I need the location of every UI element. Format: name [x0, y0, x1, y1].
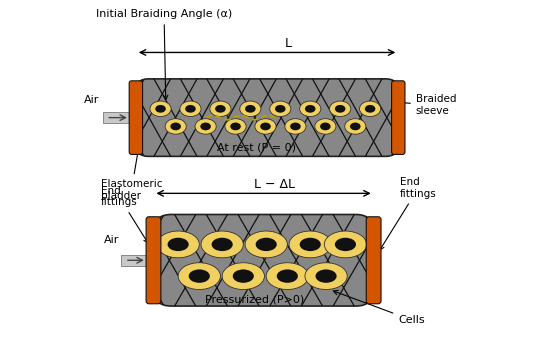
Ellipse shape: [360, 101, 381, 116]
Ellipse shape: [290, 122, 301, 130]
Ellipse shape: [285, 119, 306, 134]
Text: L − ΔL: L − ΔL: [254, 178, 295, 191]
Ellipse shape: [266, 263, 309, 290]
Ellipse shape: [345, 119, 366, 134]
Ellipse shape: [222, 263, 265, 290]
Ellipse shape: [178, 263, 221, 290]
Ellipse shape: [225, 119, 246, 134]
FancyBboxPatch shape: [392, 81, 405, 154]
Ellipse shape: [233, 269, 254, 283]
Ellipse shape: [170, 122, 181, 130]
Ellipse shape: [270, 101, 291, 116]
Bar: [103, 112, 129, 123]
Ellipse shape: [275, 105, 285, 113]
FancyBboxPatch shape: [153, 214, 373, 306]
FancyBboxPatch shape: [366, 217, 381, 304]
Ellipse shape: [157, 231, 199, 258]
Ellipse shape: [240, 101, 261, 116]
Ellipse shape: [305, 263, 347, 290]
Ellipse shape: [185, 105, 196, 113]
Text: Air: Air: [84, 95, 99, 105]
Ellipse shape: [365, 105, 376, 113]
Ellipse shape: [150, 101, 171, 116]
Ellipse shape: [256, 238, 277, 251]
Ellipse shape: [168, 238, 189, 251]
Text: End
fittings: End fittings: [380, 177, 437, 250]
Ellipse shape: [324, 231, 367, 258]
Ellipse shape: [245, 231, 287, 258]
Ellipse shape: [200, 122, 211, 130]
Text: Elastomeric
bladder: Elastomeric bladder: [101, 137, 162, 201]
Ellipse shape: [335, 105, 345, 113]
Ellipse shape: [315, 119, 336, 134]
Text: Cells: Cells: [333, 290, 425, 325]
Ellipse shape: [180, 101, 201, 116]
Ellipse shape: [215, 105, 226, 113]
Ellipse shape: [300, 101, 321, 116]
Text: At rest (P = 0): At rest (P = 0): [217, 143, 296, 153]
Ellipse shape: [155, 105, 166, 113]
Ellipse shape: [335, 238, 356, 251]
Text: Braided
sleeve: Braided sleeve: [397, 94, 456, 116]
Ellipse shape: [320, 122, 331, 130]
Ellipse shape: [255, 119, 276, 134]
Ellipse shape: [212, 238, 233, 251]
Ellipse shape: [201, 231, 243, 258]
Ellipse shape: [195, 119, 216, 134]
Text: L: L: [285, 37, 292, 50]
Text: Air: Air: [104, 235, 120, 245]
Ellipse shape: [316, 269, 337, 283]
FancyBboxPatch shape: [129, 81, 142, 154]
FancyBboxPatch shape: [146, 217, 161, 304]
Ellipse shape: [305, 105, 316, 113]
Ellipse shape: [165, 119, 186, 134]
Ellipse shape: [260, 122, 271, 130]
Text: Pressurized (P>0): Pressurized (P>0): [205, 294, 304, 304]
Ellipse shape: [277, 269, 298, 283]
Bar: [122, 255, 146, 266]
Text: Initial Braiding Angle (α): Initial Braiding Angle (α): [96, 9, 232, 100]
Ellipse shape: [230, 122, 241, 130]
Ellipse shape: [189, 269, 210, 283]
Ellipse shape: [289, 231, 331, 258]
Text: End
fittings: End fittings: [101, 186, 148, 243]
FancyBboxPatch shape: [136, 79, 398, 156]
Ellipse shape: [329, 101, 351, 116]
Ellipse shape: [350, 122, 361, 130]
Ellipse shape: [245, 105, 256, 113]
Ellipse shape: [300, 238, 321, 251]
Ellipse shape: [210, 101, 231, 116]
